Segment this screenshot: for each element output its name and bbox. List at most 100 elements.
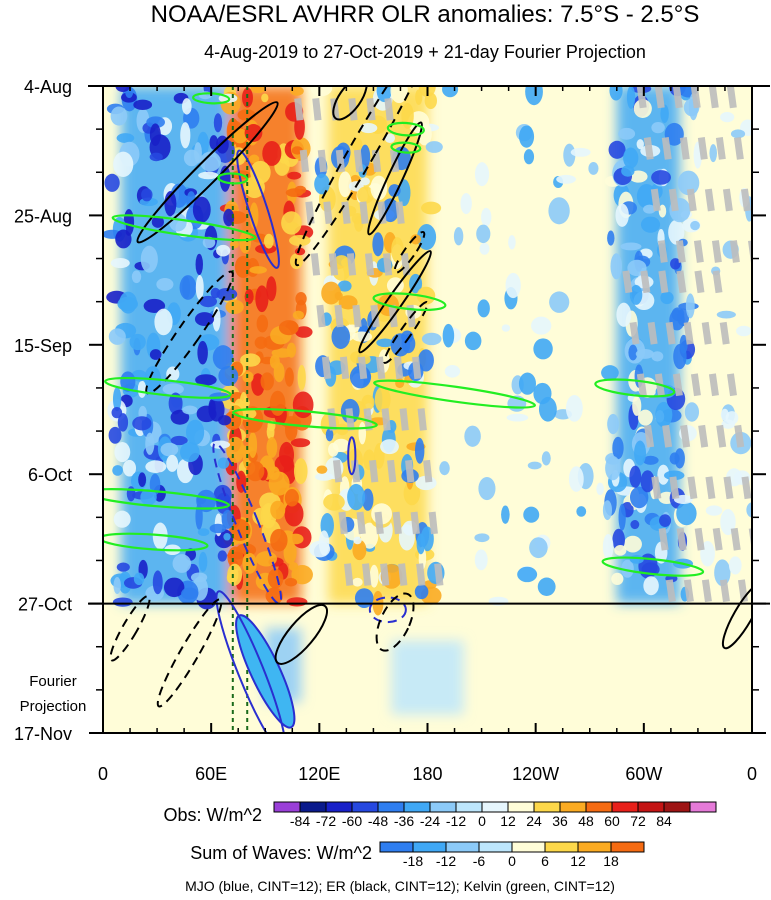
legend-level-label: 12 <box>570 853 586 869</box>
anomaly-blob <box>328 442 339 457</box>
anomaly-blob <box>186 419 205 446</box>
gray-stripe <box>384 97 446 604</box>
anomaly-blob <box>152 570 163 595</box>
anomaly-blob <box>110 257 130 269</box>
anomaly-blob <box>721 419 736 429</box>
anomaly-blob <box>114 442 131 463</box>
anomaly-blob <box>181 98 192 115</box>
anomaly-blob <box>417 224 437 251</box>
anomaly-blob <box>347 483 366 511</box>
legend-level-label: -84 <box>290 813 310 829</box>
anomaly-blob <box>266 437 278 458</box>
anomaly-blob <box>266 276 277 302</box>
anomaly-blob <box>609 86 623 101</box>
mjo-contour <box>368 596 407 624</box>
anomaly-blob <box>170 435 188 446</box>
anomaly-blob <box>563 143 576 167</box>
anomaly-blob <box>388 184 401 197</box>
anomaly-blob <box>425 141 443 153</box>
anomaly-blob <box>195 274 204 300</box>
anomaly-blob <box>132 416 152 431</box>
anomaly-blob <box>181 587 199 600</box>
legend-level-label: 48 <box>578 813 594 829</box>
anomaly-blob <box>226 436 245 464</box>
anomaly-blob <box>658 204 667 218</box>
legend-waves-label: Sum of Waves: W/m^2 <box>190 843 372 863</box>
gray-stripe <box>312 97 374 604</box>
wave-contours <box>103 86 752 733</box>
legend-waves: -18 -12 -6 0 6 12 18 <box>379 841 645 869</box>
anomaly-blob <box>234 255 252 278</box>
legend-swatch <box>663 801 691 813</box>
anomaly-blob <box>140 245 158 273</box>
legend-level-label: -24 <box>420 813 440 829</box>
anomaly-blob <box>146 116 165 129</box>
anomaly-blob <box>113 151 134 178</box>
anomaly-blob <box>334 291 343 301</box>
anomaly-blob <box>293 458 308 485</box>
anomaly-blob <box>192 196 211 223</box>
anomaly-blob <box>643 576 659 596</box>
anomaly-blob <box>294 247 306 256</box>
legend-swatch <box>445 841 480 853</box>
legend-swatch <box>377 801 405 813</box>
anomaly-blob <box>651 351 664 362</box>
legend-level-label: 84 <box>656 813 672 829</box>
anomaly-blob <box>358 421 367 445</box>
anomaly-blob <box>384 133 396 144</box>
anomaly-blob <box>549 291 570 313</box>
anomaly-blob <box>588 162 599 175</box>
anomaly-blob <box>626 86 636 109</box>
anomaly-blob <box>229 518 251 541</box>
anomaly-blobs <box>103 86 752 616</box>
gray-stripes <box>294 86 752 605</box>
anomaly-blob <box>602 533 614 560</box>
anomaly-blob <box>149 349 162 360</box>
anomaly-blob <box>508 235 516 250</box>
anomaly-blob <box>297 364 306 391</box>
anomaly-blob <box>414 584 429 600</box>
x-axis: 0 60E 120E 180 120W 60W 0 <box>98 86 757 784</box>
anomaly-blob <box>634 440 647 466</box>
anomaly-blob <box>196 489 217 513</box>
legend-swatch <box>481 801 509 813</box>
anomaly-blob <box>720 408 729 421</box>
anomaly-blob <box>269 390 286 416</box>
legend-level-label: 72 <box>630 813 646 829</box>
anomaly-blob <box>401 102 414 129</box>
anomaly-blob <box>380 439 399 455</box>
anomaly-blob <box>660 104 669 123</box>
legend-level-label: -12 <box>446 813 466 829</box>
gray-stripe <box>366 97 428 604</box>
anomaly-blob <box>112 465 123 476</box>
anomaly-blob <box>464 331 482 351</box>
legend-level-label: 18 <box>603 853 619 869</box>
kelvin-contour <box>103 532 209 552</box>
anomaly-blob <box>506 413 529 422</box>
anomaly-blob <box>525 86 543 106</box>
anomaly-blob <box>133 572 145 586</box>
legend-level-label: -6 <box>473 853 486 869</box>
er-contour <box>375 592 415 652</box>
legend-swatch <box>533 801 561 813</box>
anomaly-blob <box>286 342 297 358</box>
anomaly-blob <box>630 520 640 530</box>
kelvin-contour <box>594 378 676 398</box>
anomaly-blob <box>284 578 298 587</box>
anomaly-blob <box>284 367 294 387</box>
anomaly-blob <box>690 220 700 231</box>
chart-title: NOAA/ESRL AVHRR OLR anomalies: 7.5°S - 2… <box>151 1 700 28</box>
anomaly-blob <box>529 537 548 559</box>
anomaly-blob <box>141 188 153 202</box>
anomaly-blob <box>122 459 137 477</box>
er-contour <box>358 250 432 354</box>
anomaly-blob <box>291 565 313 585</box>
legend-swatch <box>325 801 353 813</box>
anomaly-blob <box>453 227 464 246</box>
chart-subtitle: 4-Aug-2019 to 27-Oct-2019 + 21-day Fouri… <box>204 42 646 62</box>
anomaly-blob <box>262 140 282 166</box>
er-contour <box>383 301 429 364</box>
anomaly-blob <box>674 448 685 469</box>
anomaly-blob <box>651 121 665 134</box>
anomaly-blob <box>248 154 260 164</box>
